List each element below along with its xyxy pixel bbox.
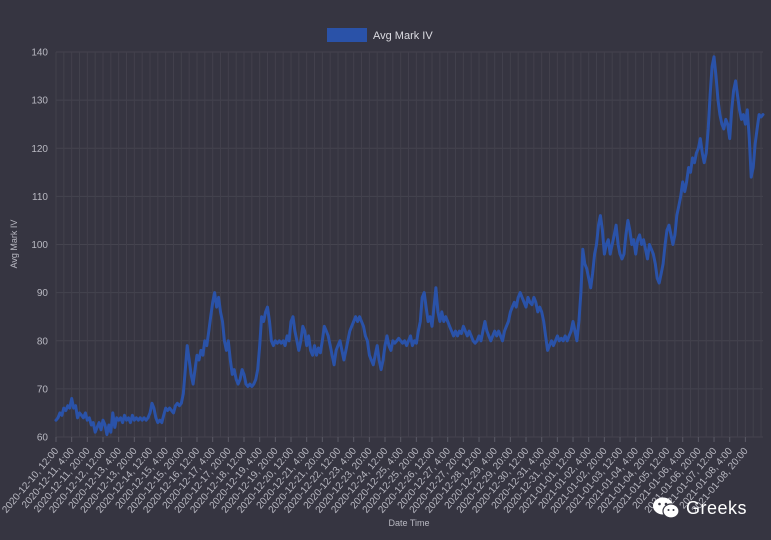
y-tick-label: 70 [37,384,49,395]
y-axis-ticks: 60 70 80 90 100 110 120 130 140 [31,48,48,444]
y-tick-label: 60 [37,433,49,444]
watermark: Greeks [652,496,747,520]
legend[interactable]: Avg Mark IV [327,28,433,42]
grid-lines [55,51,763,438]
y-axis-title: Avg Mark IV [9,220,19,269]
y-tick-label: 140 [31,48,48,59]
y-tick-label: 110 [32,192,48,203]
watermark-text: Greeks [685,497,747,518]
series-line-0 [54,55,765,437]
y-tick-label: 90 [37,288,49,299]
y-tick-label: 130 [31,96,48,107]
legend-swatch-avg-mark-iv[interactable] [327,28,367,42]
y-tick-label: 80 [37,336,49,347]
x-axis-title: Date Time [388,518,429,528]
legend-label-avg-mark-iv[interactable]: Avg Mark IV [373,30,433,42]
series-layer [54,55,765,437]
y-tick-label: 120 [31,144,48,155]
wechat-icon [652,497,680,519]
y-tick-label: 100 [31,240,48,251]
